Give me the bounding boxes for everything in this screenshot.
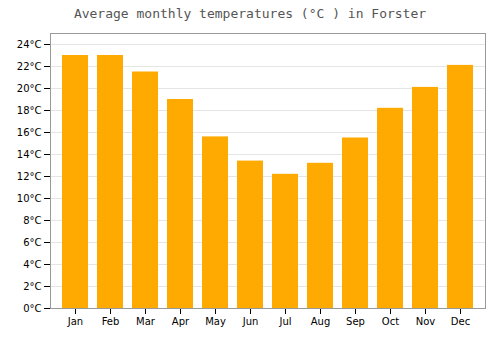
svg-text:Nov: Nov [416,316,436,327]
svg-text:Sep: Sep [346,316,365,327]
svg-text:6°C: 6°C [23,237,41,248]
svg-text:8°C: 8°C [23,215,41,226]
svg-text:14°C: 14°C [17,149,42,160]
svg-text:Dec: Dec [451,316,470,327]
svg-text:Mar: Mar [136,316,156,327]
svg-text:18°C: 18°C [17,105,42,116]
svg-text:10°C: 10°C [17,193,42,204]
svg-text:Aug: Aug [311,316,331,327]
svg-text:2°C: 2°C [23,281,41,292]
svg-text:Feb: Feb [102,316,120,327]
svg-text:Jul: Jul [278,316,291,327]
svg-text:22°C: 22°C [17,61,42,72]
svg-text:Jun: Jun [242,316,259,327]
svg-text:0°C: 0°C [23,303,41,314]
svg-text:16°C: 16°C [17,127,42,138]
svg-text:May: May [205,316,226,327]
svg-text:24°C: 24°C [17,39,42,50]
svg-text:12°C: 12°C [17,171,42,182]
svg-text:Apr: Apr [172,316,190,327]
svg-text:20°C: 20°C [17,83,42,94]
svg-text:Jan: Jan [67,316,83,327]
html-text:Average monthly temperatures (: Average monthly temperatures (°C ) in Fo… [73,6,427,21]
svg-text:4°C: 4°C [23,259,41,270]
svg-text:Oct: Oct [382,316,399,327]
